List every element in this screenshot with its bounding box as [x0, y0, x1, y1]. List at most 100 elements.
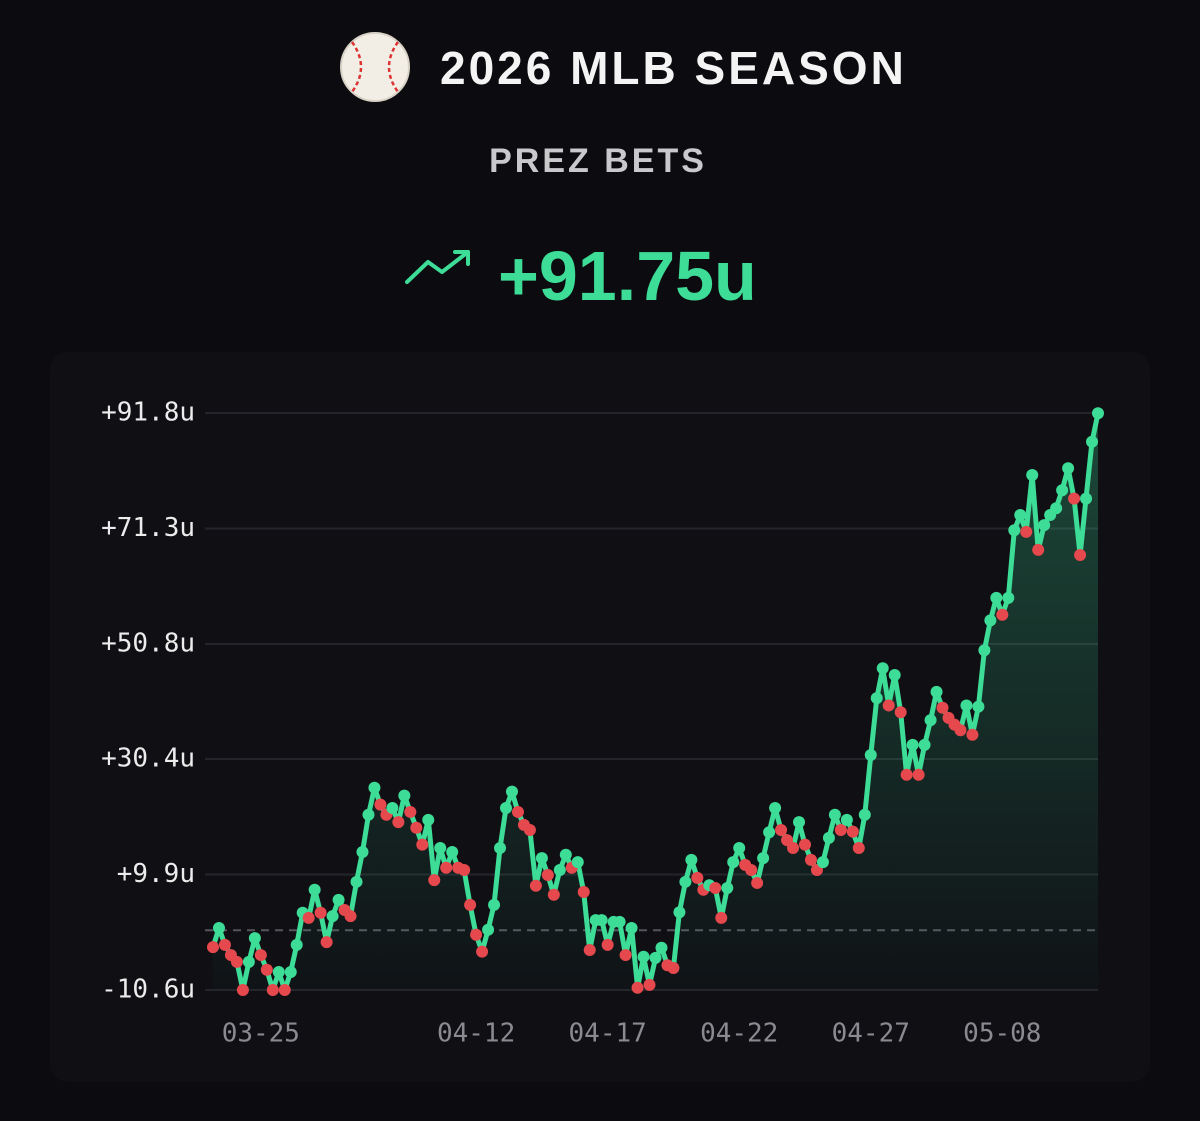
point	[924, 714, 937, 727]
point	[888, 669, 901, 682]
point	[978, 644, 991, 657]
point	[523, 823, 536, 836]
point	[404, 805, 417, 818]
point	[541, 869, 554, 882]
point	[308, 883, 321, 896]
point	[320, 936, 333, 949]
point	[1056, 484, 1069, 497]
point	[464, 898, 477, 911]
point	[374, 798, 387, 811]
point	[595, 914, 608, 927]
point	[912, 768, 925, 781]
point	[649, 951, 662, 964]
point	[954, 724, 967, 737]
point	[254, 949, 267, 962]
point	[494, 842, 507, 855]
point	[613, 915, 626, 928]
point	[207, 941, 219, 954]
point	[906, 738, 919, 751]
x-tick-label: 03-25	[222, 1019, 300, 1049]
point	[637, 950, 650, 963]
point	[757, 852, 770, 865]
trend-icon	[405, 250, 470, 284]
point	[248, 932, 261, 945]
chart-subtitle: PREZ BETS	[489, 142, 707, 180]
point	[482, 923, 495, 936]
point	[1008, 524, 1021, 537]
x-tick-label: 05-08	[963, 1019, 1041, 1049]
point	[643, 978, 656, 991]
point	[386, 801, 399, 814]
point	[505, 785, 518, 798]
point	[1080, 492, 1093, 505]
y-tick-label: +91.8u	[101, 398, 195, 428]
point	[458, 863, 471, 876]
point	[290, 938, 303, 951]
point	[793, 816, 806, 829]
point	[1032, 543, 1045, 556]
point	[1092, 407, 1104, 420]
point	[733, 842, 746, 855]
point	[1086, 435, 1099, 448]
point	[344, 910, 357, 923]
point	[619, 949, 632, 962]
point	[918, 738, 931, 751]
point	[691, 871, 704, 884]
point	[500, 801, 513, 814]
point	[242, 955, 255, 968]
point	[350, 875, 363, 888]
point	[769, 801, 782, 814]
point	[655, 941, 668, 954]
point	[840, 813, 853, 826]
point	[984, 614, 997, 627]
point	[858, 808, 871, 821]
point	[511, 805, 524, 818]
point	[870, 692, 883, 705]
point	[631, 981, 644, 994]
headline-total: +91.75u	[498, 237, 757, 315]
x-tick-label: 04-22	[700, 1019, 778, 1049]
point	[673, 906, 686, 919]
y-tick-label: +71.3u	[101, 513, 195, 543]
point	[1026, 468, 1039, 481]
point	[1002, 591, 1015, 604]
point	[535, 852, 548, 865]
point	[601, 938, 614, 951]
point	[1074, 548, 1087, 561]
point	[470, 928, 483, 941]
point	[966, 728, 979, 741]
point	[960, 699, 973, 712]
area	[213, 413, 1098, 990]
point	[553, 863, 566, 876]
point	[1020, 525, 1033, 538]
point	[410, 821, 423, 834]
point	[434, 842, 447, 855]
point	[936, 701, 949, 714]
point	[996, 608, 1009, 621]
plot: -10.6u +9.9u +30.4u +50.8u +71.3u +91.8u 03-25…	[101, 398, 1104, 1049]
point	[745, 863, 758, 876]
point	[440, 861, 453, 874]
point	[583, 943, 596, 956]
point	[930, 685, 943, 698]
point	[218, 938, 231, 951]
point	[416, 838, 429, 851]
point	[804, 853, 817, 866]
point	[1050, 502, 1063, 515]
point	[577, 885, 590, 898]
point	[852, 842, 865, 855]
point	[446, 845, 459, 858]
point	[332, 893, 345, 906]
point	[1068, 492, 1081, 505]
point	[326, 910, 339, 923]
point	[422, 813, 435, 826]
point	[679, 875, 692, 888]
point	[314, 906, 327, 919]
point	[260, 963, 273, 976]
point	[834, 823, 847, 836]
point	[990, 591, 1003, 604]
point	[212, 922, 225, 935]
point	[278, 984, 291, 996]
point	[236, 984, 249, 996]
